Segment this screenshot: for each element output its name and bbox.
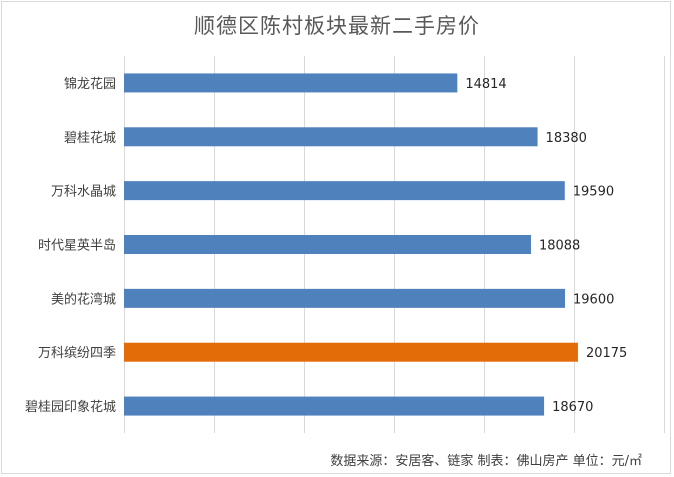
category-label: 碧桂园印象花城 [25, 399, 116, 415]
category-label: 时代星英半岛 [38, 238, 116, 254]
bar [124, 181, 565, 201]
data-label: 14814 [465, 77, 506, 92]
bar-highlight [124, 342, 578, 362]
chart-title: 顺德区陈村板块最新二手房价 [194, 14, 480, 38]
category-label: 碧桂花城 [64, 130, 116, 146]
data-label: 18380 [546, 131, 587, 146]
bar [124, 235, 531, 254]
bar [124, 127, 538, 147]
category-label: 美的花湾城 [51, 291, 116, 307]
category-label: 万科缤纷四季 [38, 345, 116, 361]
source-note: 数据来源：安居客、链家 制表：佛山房产 单位：元/㎡ [330, 454, 642, 469]
bar [124, 396, 545, 416]
data-label: 18670 [552, 400, 593, 415]
data-label: 20175 [586, 346, 627, 361]
bar [124, 288, 565, 308]
data-label: 19600 [573, 292, 614, 307]
data-label: 18088 [539, 239, 580, 254]
category-label: 万科水晶城 [51, 185, 116, 200]
category-label: 锦龙花园 [64, 76, 116, 92]
data-label: 19590 [573, 185, 614, 200]
value-labels: 14814 18380 19590 18088 19600 20175 18670 [465, 77, 627, 415]
bars [124, 73, 578, 416]
bar [124, 73, 458, 93]
